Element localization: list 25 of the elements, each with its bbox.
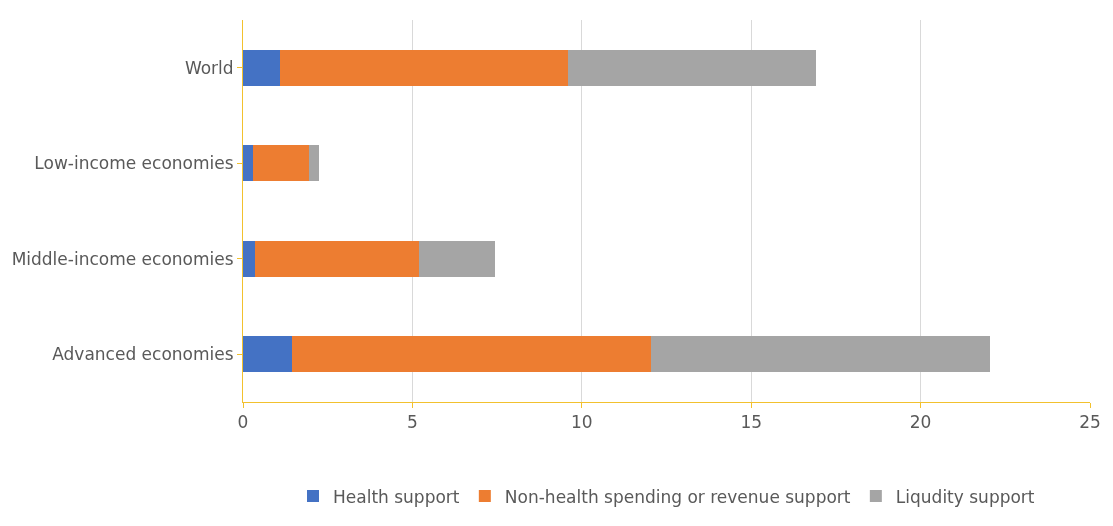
x-tick-label: 15: [740, 412, 763, 433]
bar: [253, 145, 310, 182]
y-tick-label: World: [184, 57, 234, 78]
x-tick-label: 20: [909, 412, 932, 433]
y-tick-label: Middle-income economies: [11, 248, 234, 269]
bar: [280, 49, 569, 86]
y-tick-label: Advanced economies: [52, 344, 234, 365]
bar: [243, 336, 293, 373]
legend-label: Health support: [333, 486, 460, 507]
bar: [568, 49, 816, 86]
x-tick-label: 0: [237, 412, 249, 433]
bar: [309, 145, 320, 182]
bar: [243, 240, 255, 277]
bar: [419, 240, 496, 277]
bar: [254, 240, 420, 277]
y-tick-label: Low-income economies: [34, 153, 234, 174]
bar: [243, 145, 254, 182]
legend-label: Non-health spending or revenue support: [504, 486, 851, 507]
x-tick-label: 10: [570, 412, 593, 433]
bar: [292, 336, 652, 373]
x-tick-label: 25: [1079, 412, 1101, 433]
x-tick-label: 5: [406, 412, 418, 433]
bar: [651, 336, 991, 373]
legend-label: Liqudity support: [895, 486, 1035, 507]
bar: [243, 49, 281, 86]
